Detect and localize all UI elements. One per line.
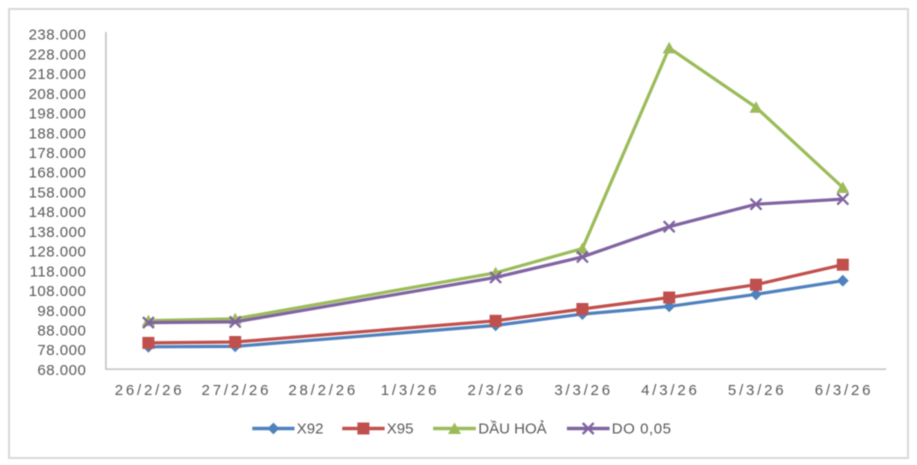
svg-text:128.000: 128.000 bbox=[29, 244, 87, 261]
svg-text:78.000: 78.000 bbox=[37, 342, 86, 359]
svg-text:DẦU HOẢ: DẦU HOẢ bbox=[478, 421, 546, 438]
svg-text:228.000: 228.000 bbox=[29, 46, 87, 63]
svg-text:148.000: 148.000 bbox=[29, 204, 87, 221]
svg-text:1/3/26: 1/3/26 bbox=[381, 382, 440, 399]
svg-text:138.000: 138.000 bbox=[29, 224, 87, 241]
svg-text:88.000: 88.000 bbox=[37, 323, 86, 340]
svg-text:28/2/26: 28/2/26 bbox=[288, 382, 358, 399]
svg-text:208.000: 208.000 bbox=[29, 86, 87, 103]
svg-text:198.000: 198.000 bbox=[29, 106, 87, 123]
svg-text:168.000: 168.000 bbox=[29, 165, 87, 182]
svg-text:3/3/26: 3/3/26 bbox=[554, 382, 613, 399]
svg-text:158.000: 158.000 bbox=[29, 185, 87, 202]
svg-text:218.000: 218.000 bbox=[29, 66, 87, 83]
svg-text:68.000: 68.000 bbox=[37, 362, 86, 379]
svg-text:98.000: 98.000 bbox=[37, 303, 86, 320]
svg-text:178.000: 178.000 bbox=[29, 145, 87, 162]
svg-text:238.000: 238.000 bbox=[29, 27, 87, 44]
svg-text:6/3/26: 6/3/26 bbox=[815, 382, 874, 399]
svg-text:5/3/26: 5/3/26 bbox=[728, 382, 787, 399]
svg-text:X92: X92 bbox=[297, 421, 324, 438]
svg-text:26/2/26: 26/2/26 bbox=[115, 382, 185, 399]
svg-text:X95: X95 bbox=[387, 421, 414, 438]
svg-text:188.000: 188.000 bbox=[29, 125, 87, 142]
svg-text:4/3/26: 4/3/26 bbox=[641, 382, 700, 399]
svg-text:108.000: 108.000 bbox=[29, 283, 87, 300]
svg-text:2/3/26: 2/3/26 bbox=[468, 382, 527, 399]
svg-text:27/2/26: 27/2/26 bbox=[202, 382, 272, 399]
svg-text:DO 0,05: DO 0,05 bbox=[612, 421, 672, 438]
svg-text:118.000: 118.000 bbox=[30, 263, 87, 280]
